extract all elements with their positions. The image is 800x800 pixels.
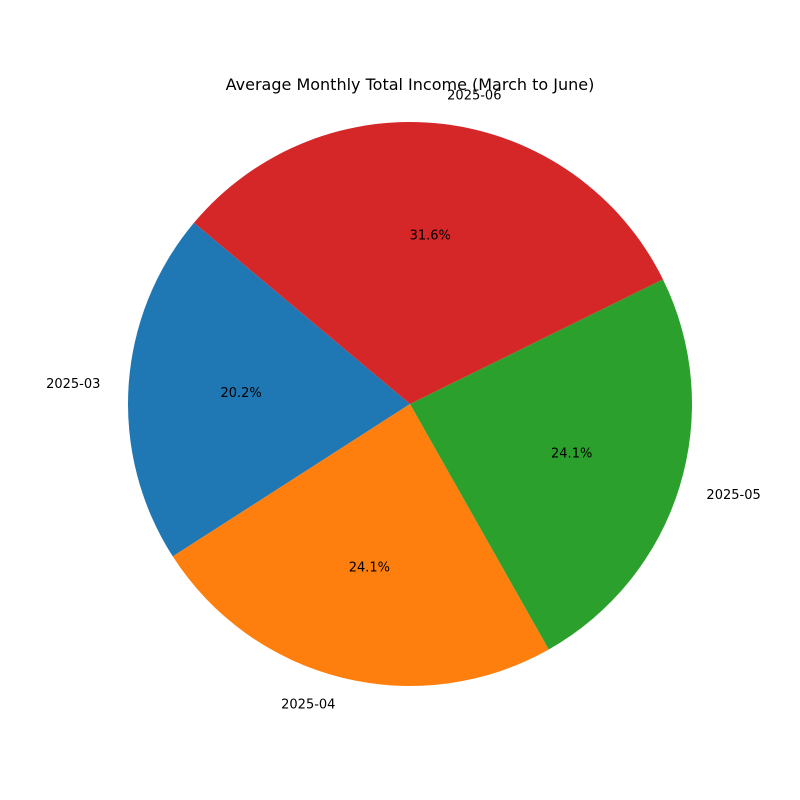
slice-percent-2025-03: 20.2% bbox=[220, 386, 261, 401]
chart-title: Average Monthly Total Income (March to J… bbox=[226, 75, 595, 94]
slice-label-2025-03: 2025-03 bbox=[46, 377, 100, 392]
pie-slices bbox=[127, 121, 692, 686]
pie-slice-2025-04 bbox=[172, 404, 549, 686]
slice-percent-2025-06: 31.6% bbox=[410, 229, 451, 244]
slice-percent-2025-05: 24.1% bbox=[551, 446, 592, 461]
pie-slice-2025-05 bbox=[410, 279, 692, 650]
pie-slice-2025-06 bbox=[193, 121, 663, 404]
slice-label-2025-04: 2025-04 bbox=[281, 698, 335, 713]
slice-label-2025-06: 2025-06 bbox=[447, 89, 501, 104]
pie-labels: 2025-03 20.2% 2025-04 24.1% 2025-05 24.1% 2025… bbox=[46, 89, 761, 713]
pie-slice-2025-03 bbox=[127, 222, 410, 557]
slice-label-2025-05: 2025-05 bbox=[706, 488, 760, 503]
slice-percent-2025-04: 24.1% bbox=[349, 561, 390, 576]
